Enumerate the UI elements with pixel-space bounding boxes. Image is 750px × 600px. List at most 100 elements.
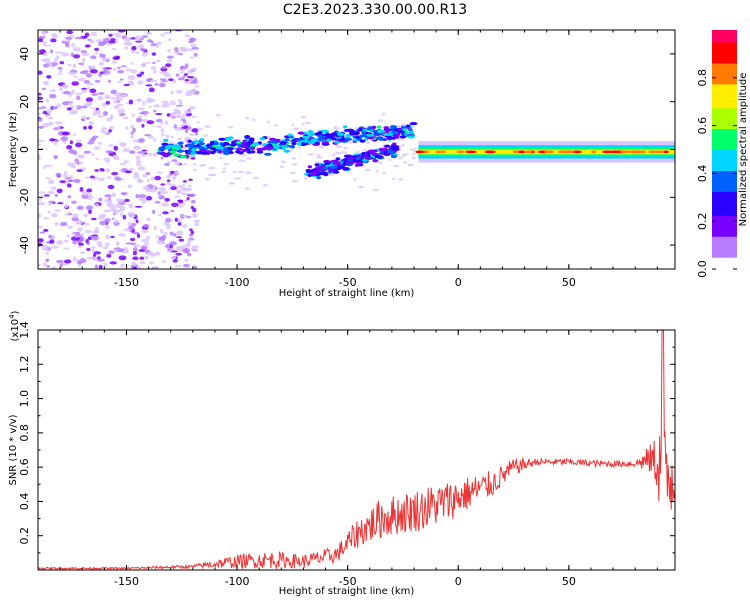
noise-blob [79, 251, 86, 255]
haze-blob [232, 170, 237, 174]
main-line-peak [641, 150, 646, 154]
noise-blob [82, 70, 89, 73]
branch-upper-blob [340, 138, 345, 142]
noise-blob [44, 44, 52, 47]
noise-blob [103, 67, 107, 73]
noise-blob [38, 213, 42, 219]
branch-upper-blob [158, 146, 166, 150]
noise-blob [65, 180, 71, 184]
noise-blob [53, 57, 59, 63]
colorbar-segment [712, 254, 737, 258]
noise-blob [175, 114, 183, 119]
noise-blob [104, 218, 111, 223]
branch-lower-blob [367, 149, 376, 153]
noise-blob [169, 100, 176, 103]
noise-blob [45, 164, 54, 167]
branch-upper-blob [161, 142, 169, 146]
y-tick-label: 0.2 [18, 527, 31, 545]
noise-blob [191, 115, 197, 119]
haze-blob [202, 134, 209, 137]
branch-lower-blob [355, 156, 362, 160]
main-line-peak [655, 150, 665, 154]
branch-lower-blob [332, 170, 340, 174]
haze-blob [362, 149, 368, 152]
colorbar-segment [712, 86, 737, 91]
haze-blob [253, 176, 259, 180]
noise-blob [187, 108, 191, 112]
noise-blob [120, 263, 125, 268]
noise-blob [72, 256, 76, 262]
noise-blob [141, 123, 145, 128]
noise-blob [152, 209, 156, 214]
noise-blob [122, 148, 130, 153]
main-line-peak [648, 150, 658, 154]
noise-blob [181, 224, 188, 228]
noise-blob [49, 239, 55, 244]
noise-blob [177, 231, 183, 236]
noise-blob [47, 190, 55, 195]
noise-blob [138, 249, 146, 252]
noise-blob [173, 108, 179, 113]
noise-blob [63, 90, 71, 95]
noise-blob [135, 155, 141, 160]
noise-blob [65, 177, 72, 180]
noise-blob [180, 47, 188, 53]
noise-blob [132, 256, 139, 261]
noise-blob [176, 236, 183, 239]
snr-series-line [38, 330, 675, 570]
x-tick-label: -100 [225, 575, 250, 588]
noise-blob [152, 152, 158, 157]
colorbar-tick-label: 0.6 [696, 117, 709, 135]
colorbar-segment [712, 263, 737, 267]
haze-blob [382, 112, 386, 116]
colorbar-segment [712, 257, 737, 261]
noise-blob [160, 133, 166, 137]
noise-blob [90, 217, 97, 221]
branch-upper-blob [280, 144, 288, 148]
main-line-peak [415, 150, 425, 154]
noise-blob [59, 86, 63, 91]
noise-blob [108, 33, 113, 37]
noise-blob [42, 30, 46, 36]
colorbar-segment [712, 33, 737, 37]
colorbar-segment [712, 218, 737, 222]
noise-blob [163, 231, 168, 236]
main-line-peak [609, 150, 621, 154]
noise-blob [86, 256, 93, 260]
noise-blob [107, 184, 115, 190]
haze-blob [331, 154, 336, 157]
noise-blob [130, 222, 137, 227]
haze-blob [343, 146, 348, 150]
branch-upper-blob [173, 153, 181, 157]
noise-blob [98, 197, 103, 202]
noise-blob [165, 218, 172, 223]
haze-blob [177, 137, 183, 141]
branch-lower-blob [336, 165, 343, 169]
colorbar-segment [712, 227, 737, 231]
noise-blob [162, 260, 167, 264]
branch-upper-blob [386, 136, 393, 140]
noise-blob [185, 63, 189, 69]
noise-blob [160, 128, 165, 133]
haze-blob [281, 160, 287, 164]
noise-blob [41, 140, 45, 143]
noise-blob [154, 83, 159, 86]
noise-blob [191, 67, 197, 72]
noise-blob [135, 117, 143, 123]
noise-blob [144, 255, 149, 260]
main-line-peak [484, 150, 494, 154]
noise-blob [38, 154, 41, 160]
noise-blob [139, 256, 145, 260]
haze-blob [304, 177, 308, 180]
noise-blob [136, 233, 141, 238]
noise-blob [113, 154, 118, 160]
branch-lower-blob [392, 147, 400, 151]
noise-blob [109, 261, 117, 265]
noise-blob [59, 180, 67, 184]
noise-blob [159, 228, 164, 234]
haze-blob [245, 187, 250, 190]
noise-blob [105, 150, 114, 154]
branch-upper-blob [271, 140, 277, 144]
noise-blob [193, 219, 200, 223]
